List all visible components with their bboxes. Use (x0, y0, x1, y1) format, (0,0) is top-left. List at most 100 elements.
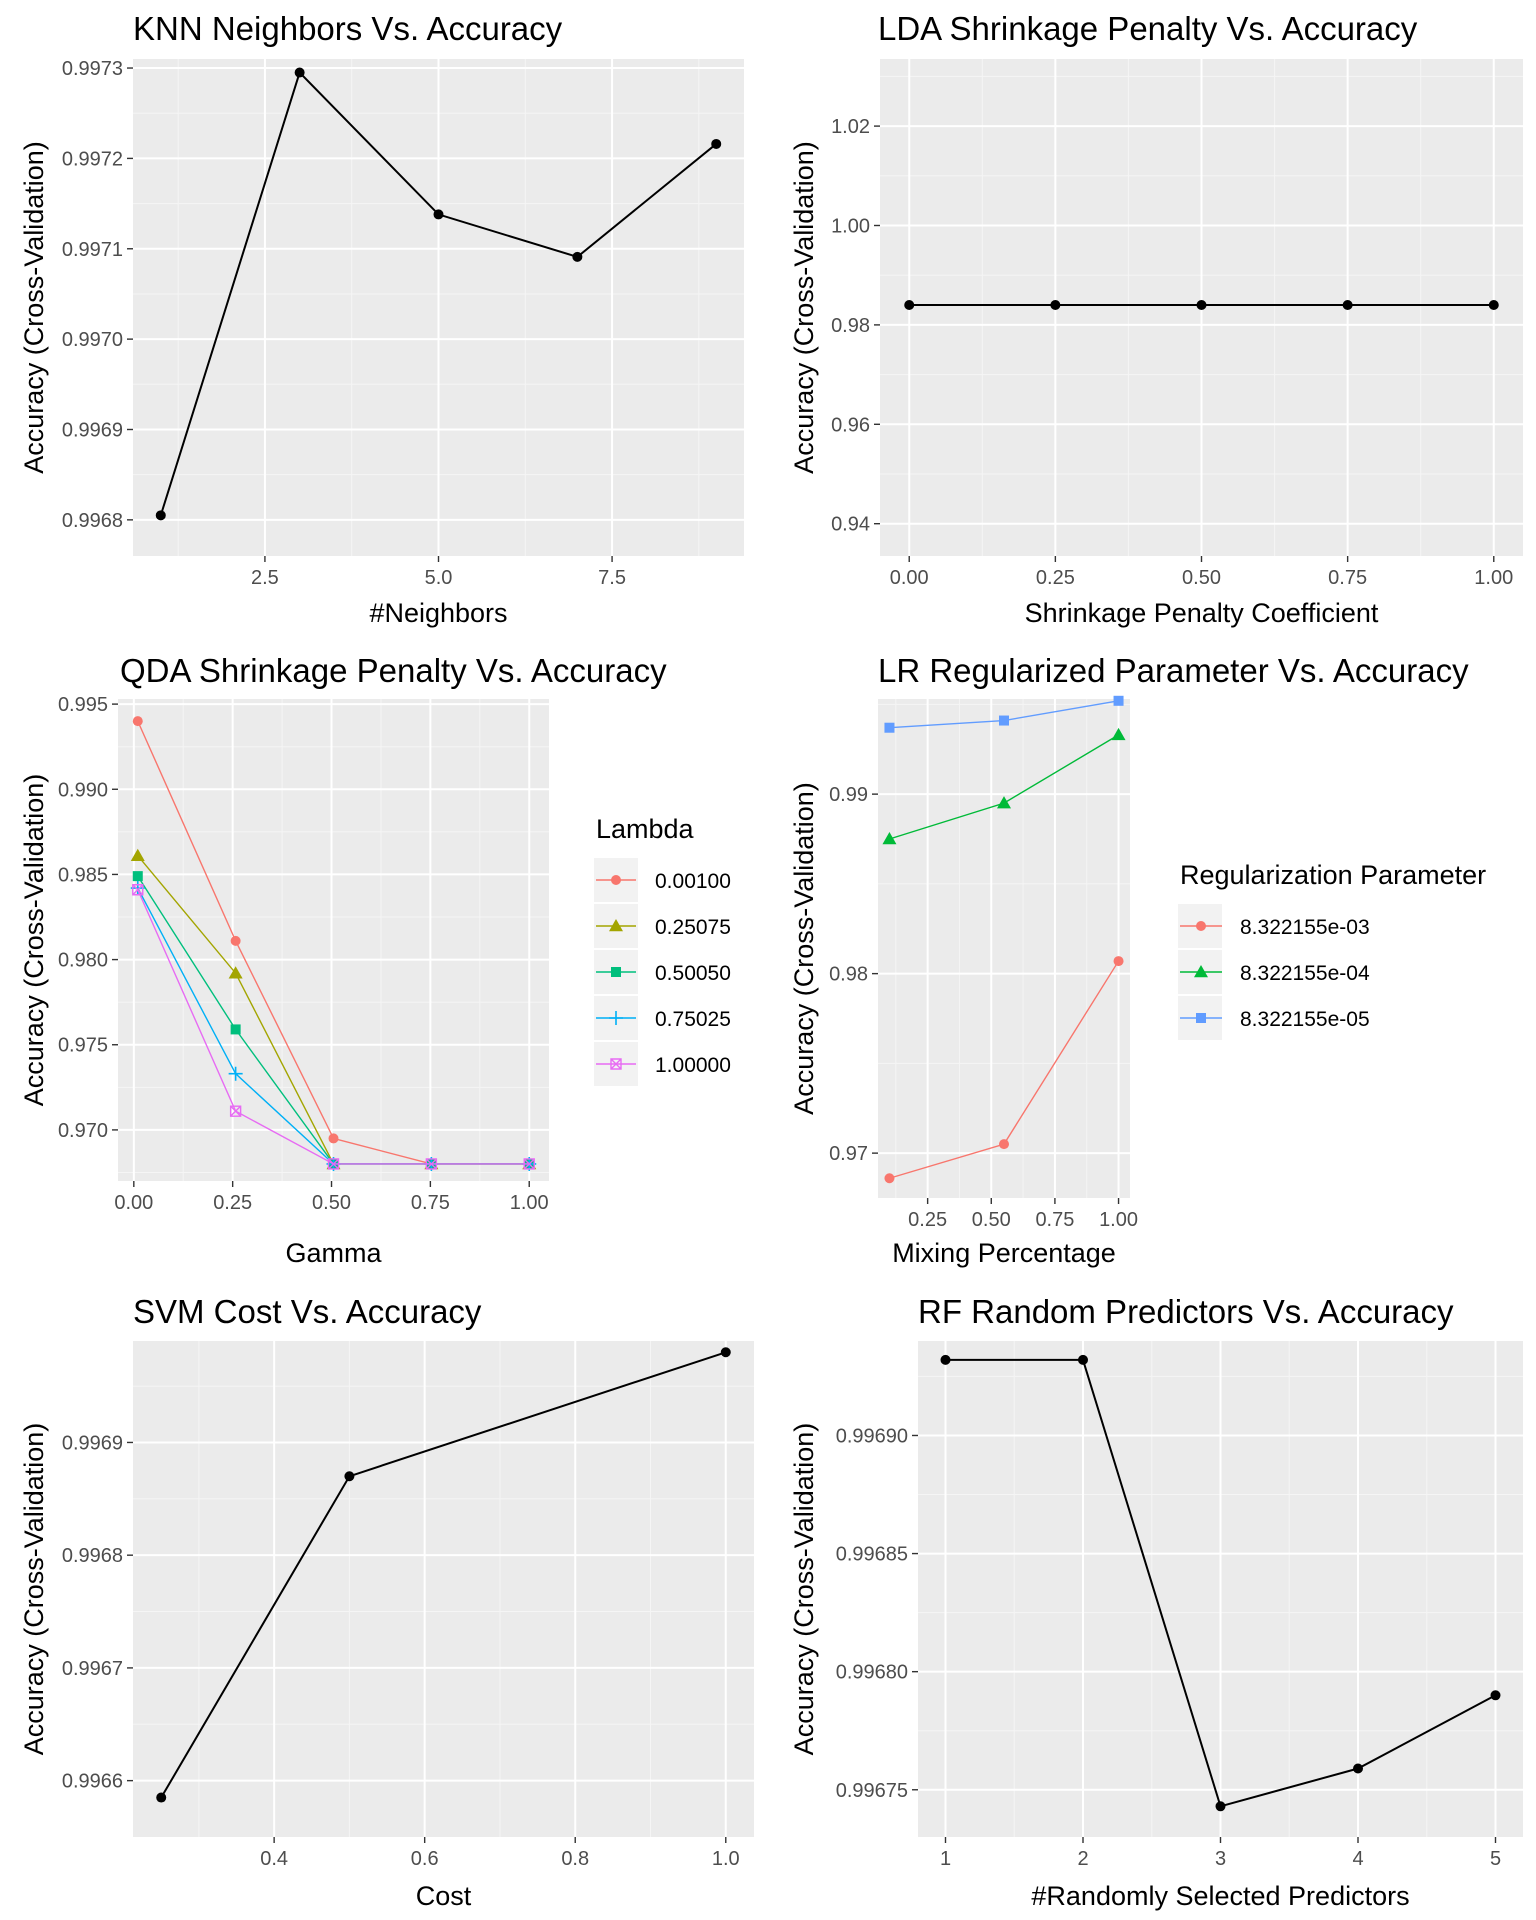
x-tick-label: 5 (1490, 1848, 1501, 1870)
data-point (344, 1471, 355, 1482)
y-axis-label: Accuracy (Cross-Validation) (19, 774, 49, 1107)
chart-panel-1: 2.5 5.0 7.5 0.9968 0.9969 0.9970 0.9971 0.9972 0… (19, 10, 744, 628)
legend-key-marker (1196, 921, 1206, 931)
x-tick-label: 7.5 (598, 567, 626, 589)
y-axis-label: Accuracy (Cross-Validation) (789, 1423, 819, 1756)
data-point (904, 300, 915, 311)
data-point (999, 1139, 1009, 1150)
plot-background (118, 699, 549, 1181)
legend-title: Lambda (596, 814, 695, 844)
chart-panel-3: 0.00 0.25 0.50 0.75 1.00 0.970 0.975 0.980 0.985… (19, 652, 731, 1268)
x-tick-label: 0.00 (890, 567, 929, 589)
y-tick-label: 0.99680 (836, 1662, 908, 1684)
legend-title: Regularization Parameter (1180, 860, 1486, 890)
x-tick-label: 0.25 (1036, 567, 1075, 589)
x-tick-label: 2.5 (251, 567, 279, 589)
legend-item: 8.322155e-05 (1178, 996, 1370, 1040)
data-point (940, 1354, 951, 1365)
chart-title: LR Regularized Parameter Vs. Accuracy (878, 652, 1469, 689)
y-tick-label: 0.9968 (62, 1545, 123, 1567)
axes: 1 2 3 4 5 0.99675 0.99680 0.99685 0.99690 (836, 1425, 1501, 1870)
grid (118, 699, 549, 1181)
series-8.322155e-04 (882, 727, 1126, 845)
legend-key-marker (611, 875, 621, 885)
legend-item: 0.25075 (594, 904, 731, 948)
chart-title: QDA Shrinkage Penalty Vs. Accuracy (120, 652, 667, 689)
data-point (228, 1066, 243, 1081)
legend-item: 0.00100 (594, 858, 731, 902)
series-8.322155e-03 (884, 956, 1124, 1184)
x-tick-label: 1.00 (510, 1192, 549, 1214)
chart-title: LDA Shrinkage Penalty Vs. Accuracy (878, 10, 1418, 47)
data-point (572, 251, 583, 262)
data-point (132, 884, 144, 896)
series-1 (155, 67, 722, 521)
x-tick-label: 0.50 (312, 1192, 351, 1214)
data-point (433, 209, 444, 220)
legend-label: 0.25075 (655, 916, 731, 939)
legend-key-marker (1196, 1013, 1206, 1023)
legend-item: 8.322155e-04 (1178, 950, 1370, 994)
legend-item: 0.75025 (594, 996, 731, 1040)
data-point (327, 1158, 340, 1170)
series-1 (156, 1347, 731, 1803)
x-tick-label: 1 (940, 1848, 951, 1870)
chart-panel-5: 0.4 0.6 0.8 1.0 0.9966 0.9967 0.9968 0.9969 SVM … (19, 1293, 754, 1911)
grid (878, 699, 1130, 1198)
x-tick-label: 0.50 (1182, 567, 1221, 589)
y-tick-label: 0.9967 (62, 1658, 123, 1680)
y-axis-label: Accuracy (Cross-Validation) (19, 1423, 49, 1756)
axes: 0.00 0.25 0.50 0.75 1.00 0.970 0.975 0.980 0.985… (58, 694, 549, 1214)
data-point (884, 722, 895, 733)
legend-label: 0.00100 (655, 870, 731, 893)
data-point (328, 1133, 339, 1144)
data-point (156, 1792, 167, 1803)
grid (918, 1341, 1523, 1837)
data-point (1490, 1690, 1501, 1701)
data-point (228, 966, 243, 979)
series-1 (904, 300, 1499, 311)
data-point (155, 510, 166, 521)
legend-label: 8.322155e-03 (1240, 916, 1370, 939)
legend-item: 1.00000 (594, 1042, 731, 1086)
y-tick-label: 0.985 (58, 864, 108, 886)
y-tick-label: 0.9970 (62, 329, 123, 351)
data-point (1215, 1801, 1226, 1812)
x-tick-label: 0.00 (114, 1192, 153, 1214)
y-tick-label: 0.9969 (62, 419, 123, 441)
data-point (1196, 300, 1207, 311)
chart-title: SVM Cost Vs. Accuracy (133, 1293, 482, 1330)
y-tick-label: 0.980 (58, 950, 108, 972)
series-1 (940, 1354, 1501, 1812)
y-tick-label: 0.9966 (62, 1771, 123, 1793)
y-tick-label: 0.99675 (836, 1780, 908, 1802)
y-tick-label: 0.99685 (836, 1544, 908, 1566)
x-tick-label: 0.75 (1035, 1209, 1074, 1231)
y-tick-label: 0.995 (58, 694, 108, 716)
legend-label: 1.00000 (655, 1054, 731, 1077)
y-tick-label: 0.98 (831, 315, 870, 337)
data-point (294, 67, 305, 78)
chart-title: KNN Neighbors Vs. Accuracy (133, 10, 563, 47)
data-point (425, 1158, 438, 1170)
y-tick-label: 0.94 (831, 514, 870, 536)
legend-label: 0.50050 (655, 962, 731, 985)
data-point (997, 796, 1011, 809)
x-tick-label: 0.4 (260, 1848, 288, 1870)
x-tick-label: 4 (1352, 1848, 1363, 1870)
plot-background (878, 699, 1130, 1198)
data-point (1488, 300, 1499, 311)
series-8.322155e-05 (884, 695, 1124, 733)
legend-key-marker (610, 1058, 622, 1070)
legend-key-marker (609, 919, 623, 932)
legend: Lambda 0.00100 0.25075 0.50050 0.75025 1.0000… (594, 814, 731, 1086)
y-tick-label: 0.9973 (62, 58, 123, 80)
x-axis-label: Shrinkage Penalty Coefficient (1025, 598, 1379, 628)
legend: Regularization Parameter 8.322155e-03 8.32… (1178, 860, 1486, 1040)
y-tick-label: 0.9968 (62, 510, 123, 532)
data-point (711, 138, 722, 149)
legend-item: 0.50050 (594, 950, 731, 994)
legend-key-marker (1194, 965, 1208, 978)
axes: 0.25 0.50 0.75 1.00 0.97 0.98 0.99 (829, 784, 1138, 1231)
